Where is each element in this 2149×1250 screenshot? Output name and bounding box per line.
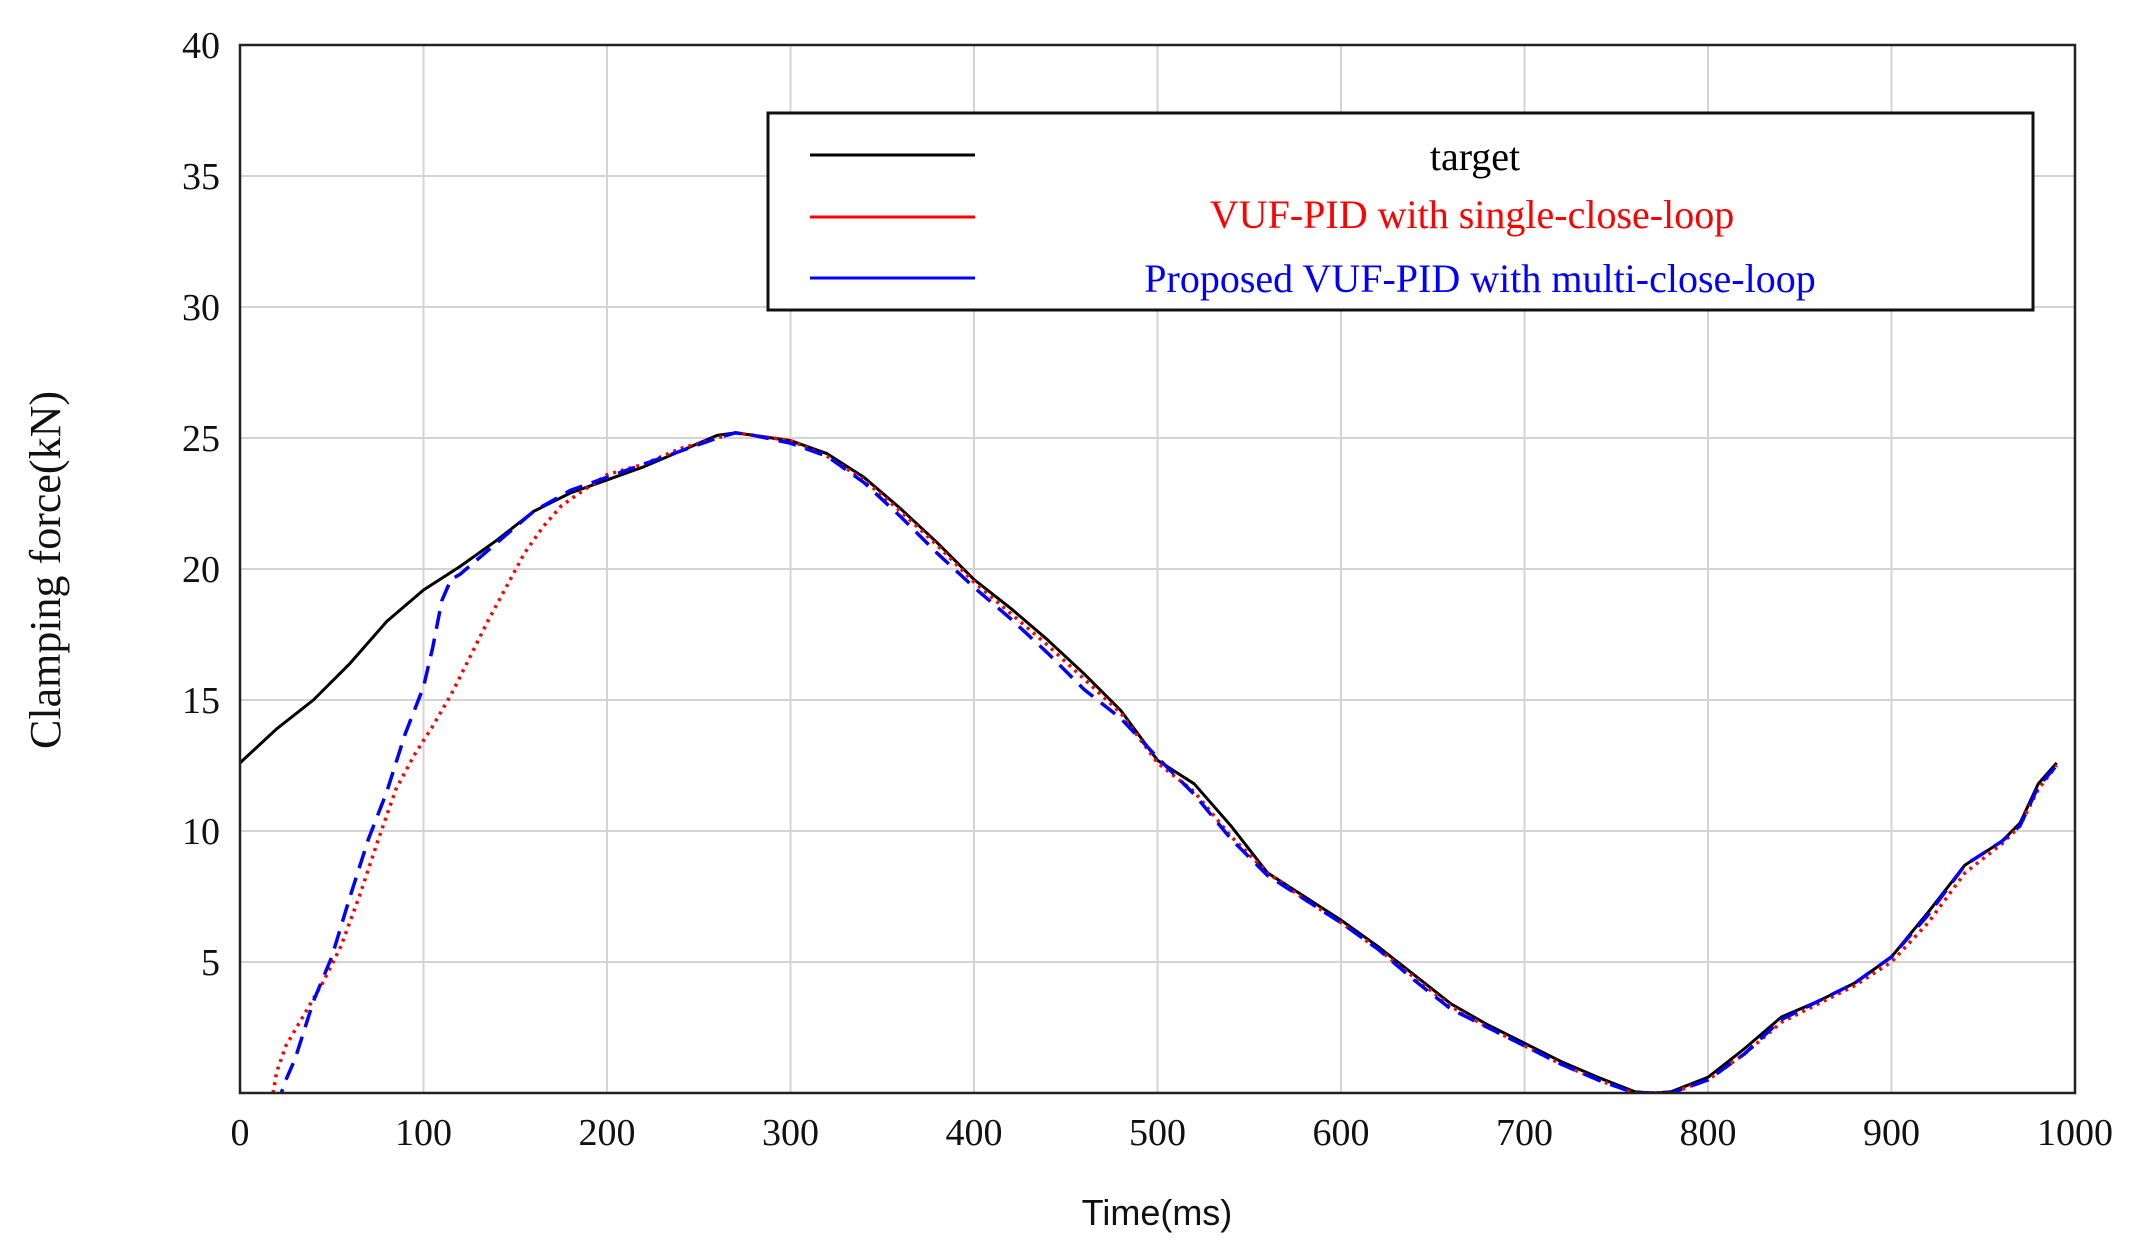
x-tick-900: 900 [1863, 1112, 1920, 1154]
y-tick-10: 10 [182, 811, 220, 853]
x-tick-300: 300 [762, 1112, 819, 1154]
y-tick-15: 15 [182, 680, 220, 722]
x-tick-500: 500 [1129, 1112, 1186, 1154]
x-tick-200: 200 [579, 1112, 636, 1154]
series-line-0 [240, 431, 2058, 1093]
x-tick-400: 400 [946, 1112, 1003, 1154]
legend-label-multi-loop: Proposed VUF-PID with multi-close-loop [1144, 256, 1815, 301]
y-tick-30: 30 [182, 287, 220, 329]
y-tick-40: 40 [182, 25, 220, 67]
series-line-1 [271, 431, 2059, 1093]
legend-label-single-loop: VUF-PID with single-close-loop [1210, 192, 1734, 237]
x-axis-label: Time(ms) [1082, 1192, 1233, 1233]
plot-frame [238, 43, 2077, 1095]
legend-box [766, 111, 2035, 312]
y-tick-20: 20 [182, 549, 220, 591]
y-tick-5: 5 [201, 942, 220, 984]
y-tick-25: 25 [182, 418, 220, 460]
y-axis-label: Clamping force(kN) [21, 391, 70, 749]
x-tick-700: 700 [1496, 1112, 1553, 1154]
x-tick-0: 0 [231, 1112, 250, 1154]
y-tick-35: 35 [182, 156, 220, 198]
y-tick-labels: 5 10 15 20 25 30 35 40 [182, 25, 220, 984]
series-group [240, 431, 2059, 1093]
x-tick-600: 600 [1313, 1112, 1370, 1154]
legend: target VUF-PID with single-close-loop Pr… [766, 111, 2035, 312]
x-tick-800: 800 [1680, 1112, 1737, 1154]
x-tick-labels: 0 100 200 300 400 500 600 700 800 900 1000 [231, 1112, 2114, 1154]
legend-label-target: target [1430, 134, 1520, 179]
x-tick-1000: 1000 [2037, 1112, 2113, 1154]
series-line-2 [279, 431, 2059, 1093]
x-tick-100: 100 [395, 1112, 452, 1154]
